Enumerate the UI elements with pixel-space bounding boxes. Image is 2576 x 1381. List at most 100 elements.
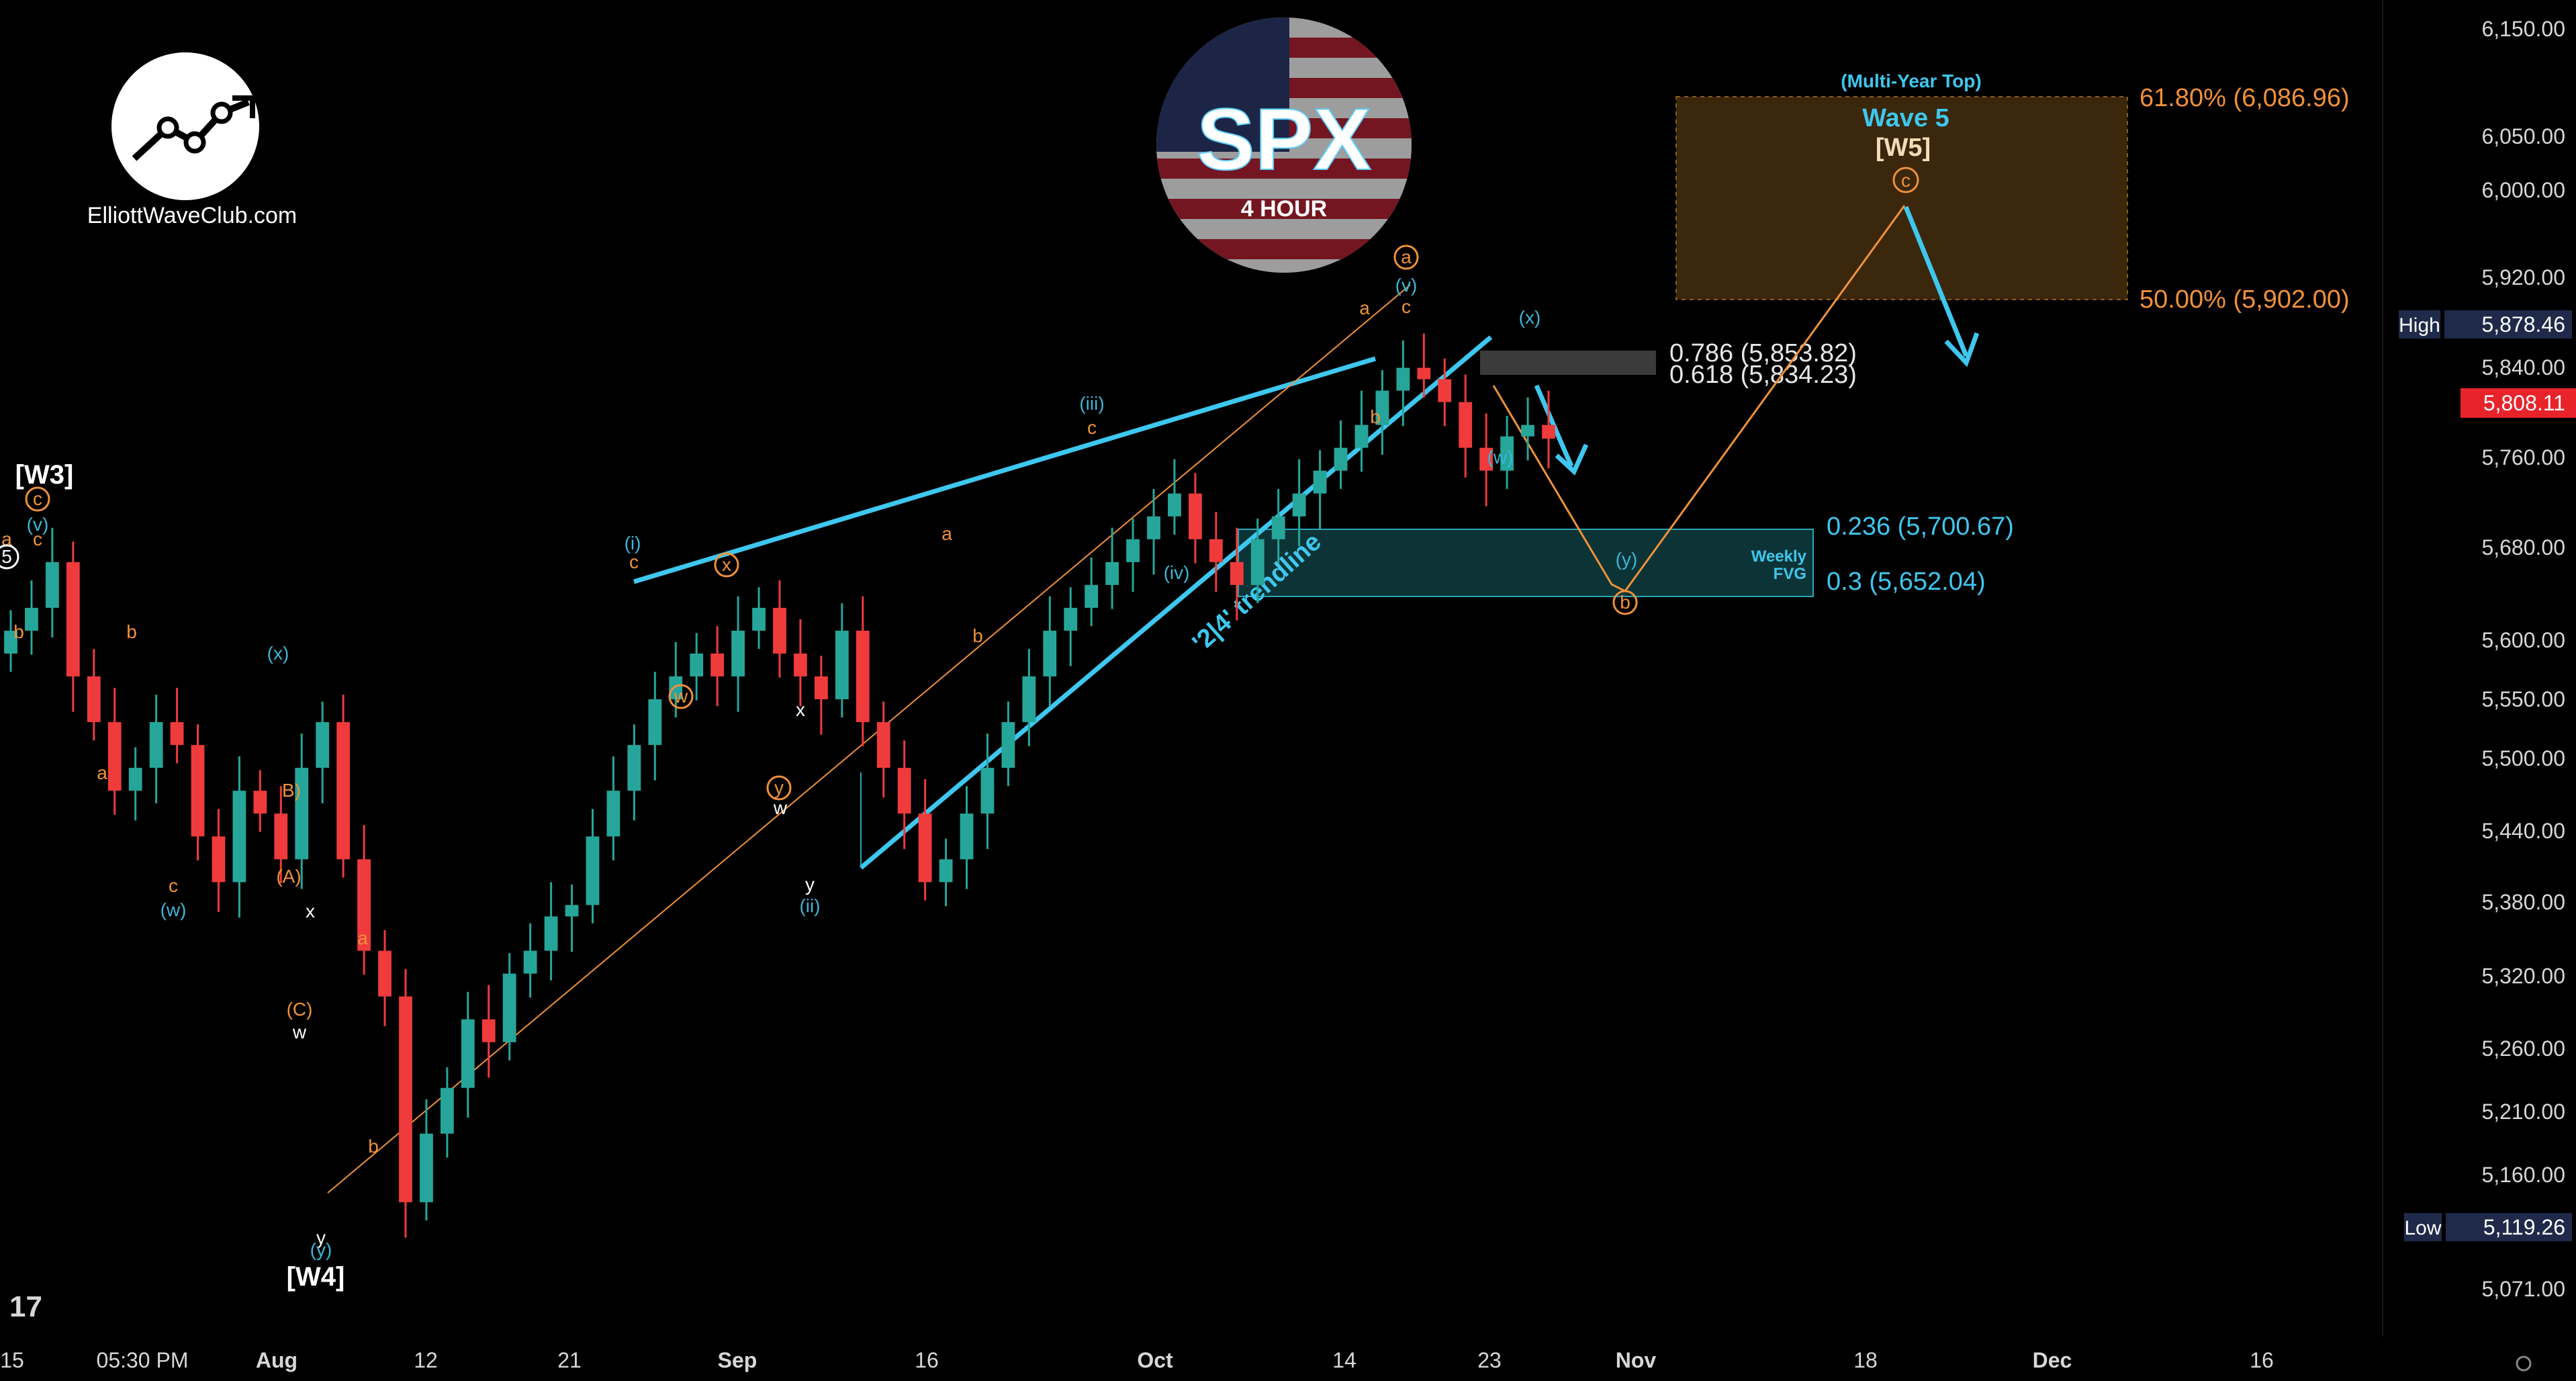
wave-label: w — [668, 684, 694, 709]
time-tick-label: 15 — [0, 1348, 24, 1372]
candle-body — [1479, 447, 1493, 471]
svg-text:B): B) — [282, 780, 301, 801]
svg-text:[W3]: [W3] — [15, 460, 74, 490]
candle-body — [378, 950, 392, 997]
candle-body — [897, 768, 911, 814]
svg-text:[W4]: [W4] — [287, 1262, 345, 1292]
svg-text:x: x — [796, 699, 805, 720]
spx-symbol: SPX — [1197, 90, 1371, 188]
svg-text:(C): (C) — [287, 999, 313, 1020]
price-tick-label: 5,500.00 — [2481, 746, 2565, 770]
svg-text:(ii): (ii) — [799, 895, 820, 916]
candle-body — [586, 836, 600, 905]
wave-label: a — [941, 523, 952, 544]
retracement-zone — [1480, 351, 1656, 375]
svg-text:c: c — [1087, 417, 1097, 438]
wave-label: (x) — [267, 643, 289, 664]
price-tick-label: 6,050.00 — [2481, 124, 2565, 148]
time-tick-label: Aug — [256, 1348, 297, 1372]
candle-body — [731, 630, 745, 677]
candle-body — [440, 1087, 454, 1134]
last-price-badge: 5,808.11 — [2460, 388, 2576, 418]
wave-label: (iv) — [1164, 562, 1190, 583]
candle-body — [1417, 367, 1431, 380]
high-badge: High 5,878.46 — [2399, 310, 2572, 339]
fvg-label-fvg: FVG — [1774, 565, 1806, 583]
target-zone-rect — [1675, 96, 2128, 300]
svg-text:c: c — [1401, 296, 1411, 317]
candle-body — [170, 722, 184, 746]
candle-body — [1085, 584, 1099, 608]
projection-path — [1492, 205, 1906, 592]
svg-text:(A): (A) — [276, 866, 301, 887]
price-tick-label: 5,760.00 — [2481, 445, 2565, 470]
svg-text:(v): (v) — [1395, 275, 1418, 296]
candle-body — [253, 791, 267, 814]
candle-body — [149, 722, 163, 768]
time-tick-label: 05:30 PM — [97, 1348, 189, 1372]
wave-label: y — [316, 1227, 326, 1248]
candle-body — [648, 699, 662, 746]
target-zone-title: (Multi-Year Top) — [1841, 71, 1981, 91]
candle-body — [4, 630, 17, 654]
time-axis: 15 05:30 PM Aug 12 21 Sep 16 Oct 14 23 Nov 18 Dec 16 — [0, 1348, 2274, 1372]
wave-label: b — [1612, 590, 1638, 615]
candle-body — [710, 653, 725, 677]
svg-text:a: a — [1, 529, 12, 549]
time-tick-label: 23 — [1477, 1348, 1502, 1372]
price-tick-label: 6,150.00 — [2481, 17, 2565, 41]
wave-label: x — [714, 552, 739, 578]
low-badge: Low 5,119.26 — [2404, 1213, 2572, 1241]
price-axis: 6,150.00 6,050.00 6,000.00 5,920.00 5,840.00… — [2481, 17, 2565, 1301]
wave-label: 5 — [0, 544, 19, 570]
weekly-fvg-zone — [1238, 529, 1814, 597]
candle-body — [627, 745, 641, 791]
candle-body — [1105, 562, 1119, 585]
candle-body — [918, 813, 932, 883]
wave-label: y — [805, 874, 815, 895]
svg-text:(w): (w) — [1487, 447, 1514, 467]
svg-text:x: x — [306, 901, 315, 922]
settings-gear-icon[interactable] — [2516, 1355, 2532, 1372]
svg-text:c: c — [169, 875, 178, 896]
time-tick-label: 12 — [414, 1348, 438, 1372]
price-tick-label: 5,550.00 — [2481, 687, 2565, 711]
candle-body — [1022, 676, 1036, 723]
svg-text:b: b — [368, 1136, 379, 1157]
candle-body — [523, 950, 537, 974]
svg-text:(y): (y) — [1616, 549, 1638, 570]
price-tick-label: 5,210.00 — [2481, 1100, 2565, 1124]
candle-body — [814, 676, 828, 700]
svg-text:c: c — [33, 488, 42, 509]
candle-body — [1064, 607, 1078, 631]
candle-body — [1230, 562, 1244, 585]
candle-body — [357, 859, 371, 951]
candle-body — [980, 768, 995, 814]
svg-text:y: y — [805, 874, 815, 895]
brand-logo: ElliottWaveClub.com — [87, 52, 297, 228]
svg-text:w: w — [773, 797, 788, 818]
fib-618-label: 61.80% (6,086.96) — [2140, 84, 2350, 112]
target-zone-w5: [W5] — [1876, 134, 1931, 162]
wave-label: (x) — [1519, 307, 1541, 328]
time-tick-label: 21 — [557, 1348, 582, 1372]
time-tick-label: 14 — [1332, 1348, 1356, 1372]
candle-body — [212, 836, 226, 883]
fib-50-label: 50.00% (5,902.00) — [2140, 285, 2350, 314]
wave-label: a — [1, 529, 12, 549]
svg-text:y: y — [774, 777, 784, 798]
candle-body — [45, 562, 59, 608]
wave-label: a — [357, 928, 368, 948]
wave-label: x — [306, 901, 315, 922]
target-zone: (Multi-Year Top) Wave 5 [W5] c — [1675, 71, 2128, 300]
candle-body — [1542, 425, 1555, 439]
candle-body — [107, 722, 122, 791]
fvg-236-label: 0.236 (5,700.67) — [1827, 513, 2014, 541]
wave-label: c — [629, 551, 639, 572]
svg-text:a: a — [97, 762, 107, 783]
svg-text:w: w — [674, 686, 688, 707]
candle-body — [481, 1019, 496, 1042]
wave-label: (C) — [287, 999, 313, 1020]
target-c-label: c — [1901, 170, 1911, 191]
